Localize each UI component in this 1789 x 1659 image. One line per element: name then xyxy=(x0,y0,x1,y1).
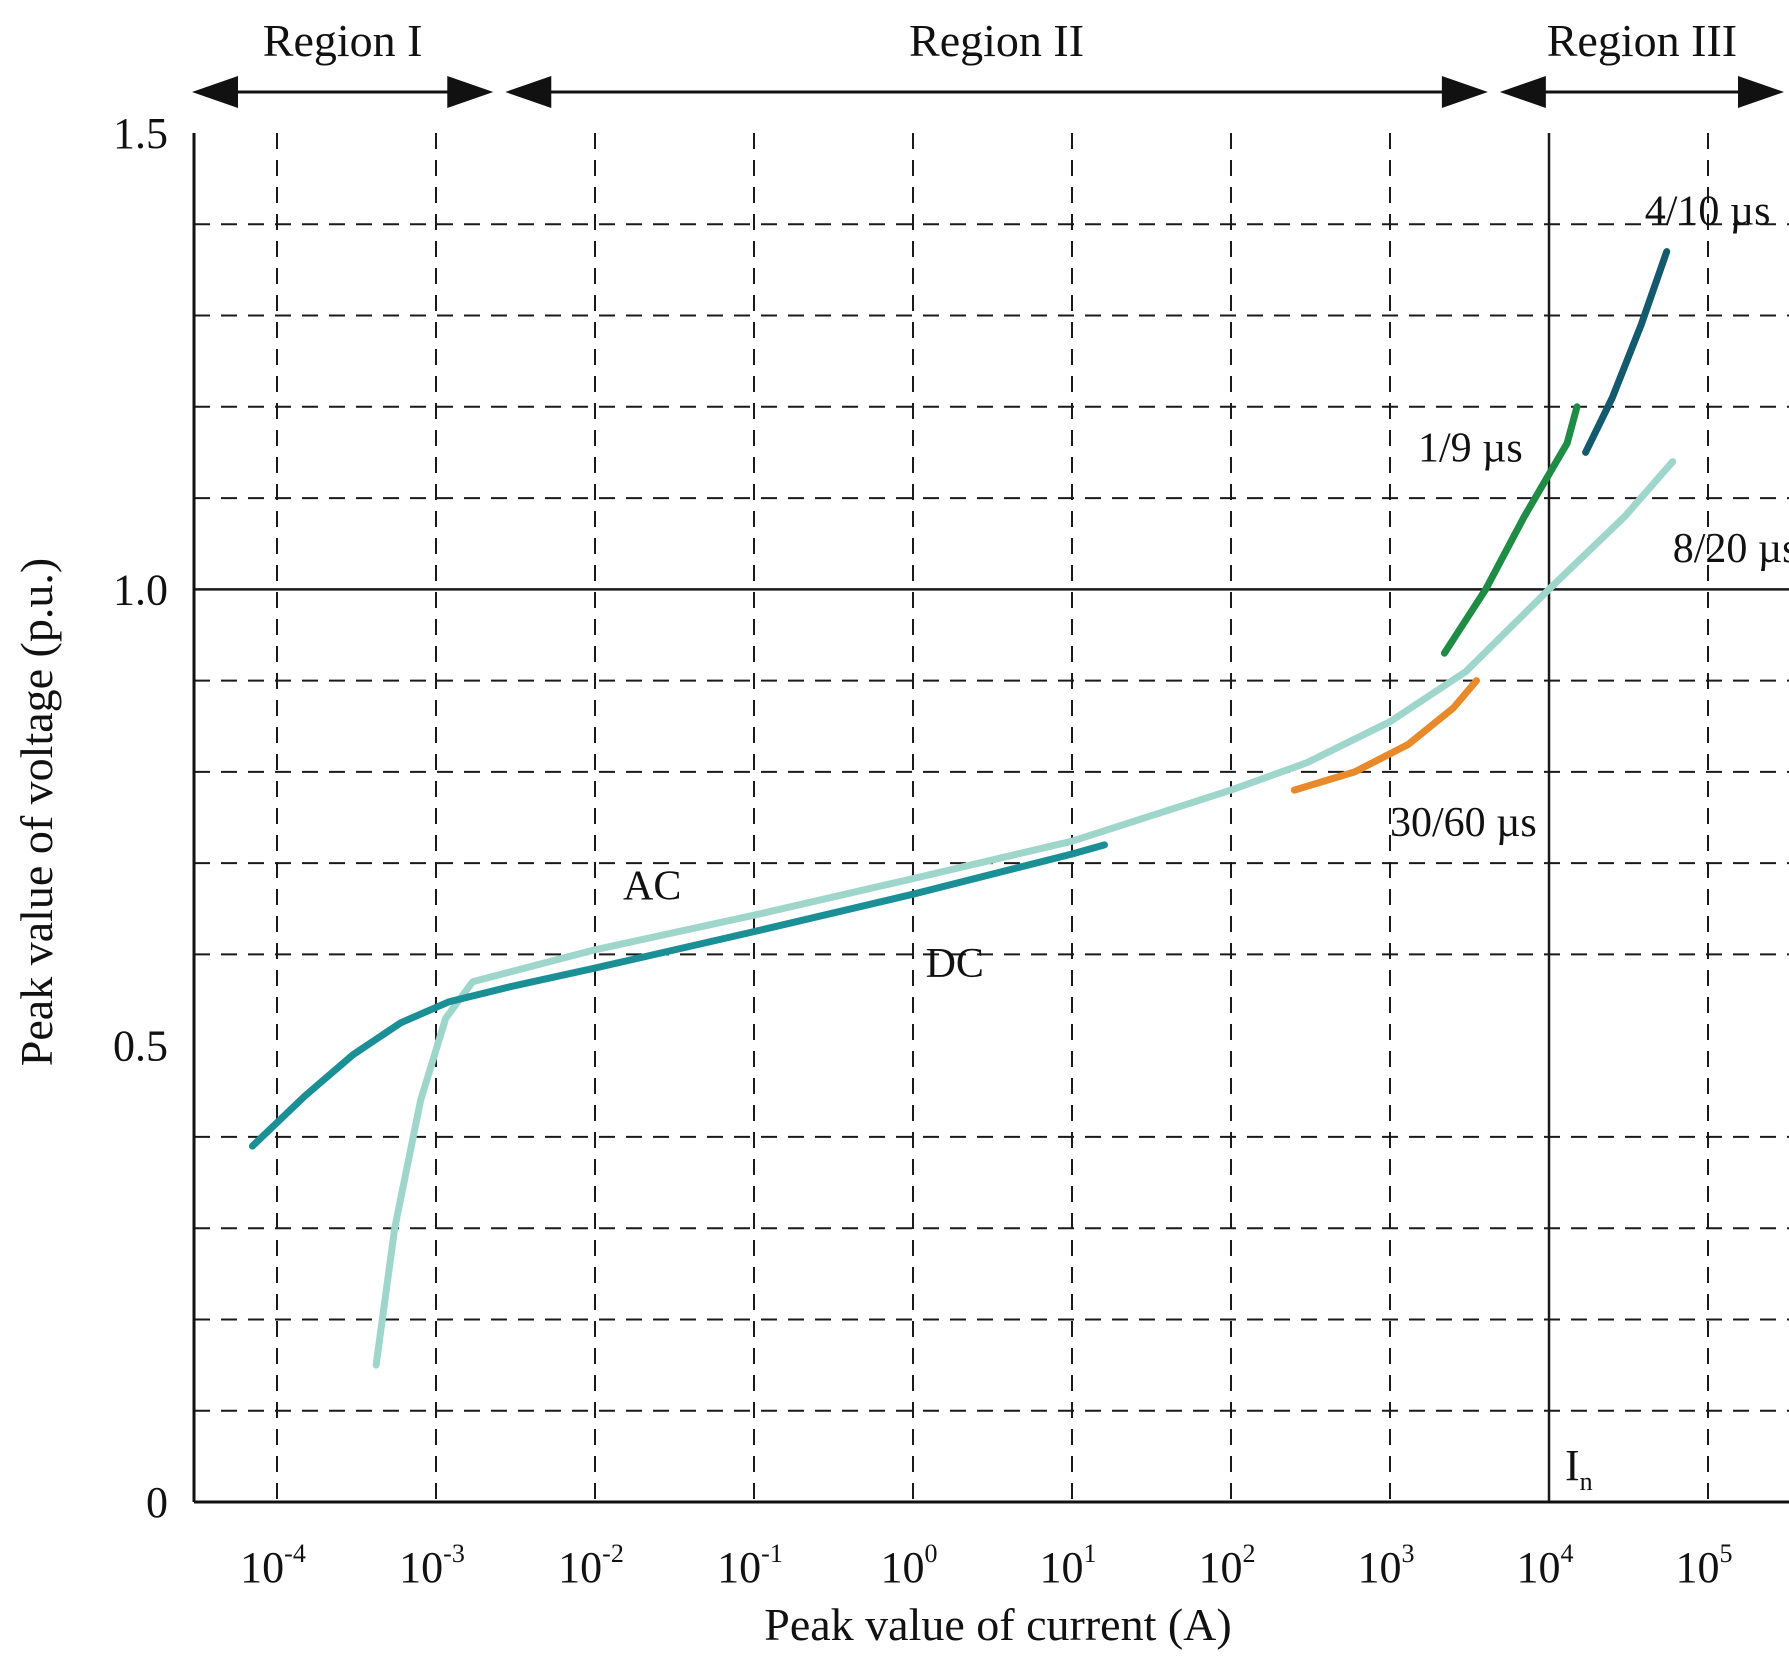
region-arrow-head-left xyxy=(192,76,238,108)
annotation-ac: AC xyxy=(623,864,681,910)
annotation-us-4-10: 4/10 µs xyxy=(1645,188,1771,234)
x-tick-label: 10-3 xyxy=(399,1539,465,1592)
region-arrow-head-right xyxy=(1738,76,1784,108)
x-tick-label: 10-4 xyxy=(240,1539,306,1592)
x-tick-label: 105 xyxy=(1676,1539,1733,1592)
series-us-1-9 xyxy=(1440,403,1581,657)
series-curves xyxy=(248,248,1677,1369)
curve-annotations: AC DC 1/9 µs 4/10 µs 8/20 µs 30/60 µs xyxy=(623,188,1789,987)
x-tick-label: 104 xyxy=(1517,1539,1574,1592)
y-tick-label: 1.5 xyxy=(113,109,168,158)
region-markers: Region I Region II Region III xyxy=(192,15,1784,108)
rated-current-label: In xyxy=(1565,1441,1593,1496)
region-label: Region II xyxy=(909,15,1084,66)
series-us-4-10 xyxy=(1582,248,1671,456)
region-label: Region III xyxy=(1547,15,1737,66)
region-label: Region I xyxy=(263,15,423,66)
x-tick-label: 101 xyxy=(1040,1539,1097,1592)
annotation-us-8-20: 8/20 µs xyxy=(1673,526,1789,572)
series-us-30-60 xyxy=(1290,677,1480,794)
region-arrow-head-right xyxy=(447,76,494,108)
x-axis-label: Peak value of current (A) xyxy=(764,1599,1231,1650)
x-tick-label: 10-1 xyxy=(717,1539,783,1592)
x-tick-label: 102 xyxy=(1199,1539,1256,1592)
series-ac xyxy=(372,458,1677,1369)
region-arrow-head-left xyxy=(505,76,552,108)
y-tick-label: 0 xyxy=(146,1478,168,1527)
reference-lines: In xyxy=(194,133,1789,1502)
annotation-us-1-9: 1/9 µs xyxy=(1418,426,1523,472)
axes xyxy=(192,133,1789,1504)
y-tick-label: 1.0 xyxy=(113,565,168,614)
y-axis-label: Peak value of voltage (p.u.) xyxy=(11,558,62,1066)
x-tick-label: 100 xyxy=(881,1539,938,1592)
annotation-dc: DC xyxy=(926,941,984,987)
region-arrow-head-right xyxy=(1441,76,1488,108)
x-tick-label: 103 xyxy=(1358,1539,1415,1592)
x-tick-label: 10-2 xyxy=(558,1539,624,1592)
y-tick-label: 0.5 xyxy=(113,1022,168,1071)
annotation-us-30-60: 30/60 µs xyxy=(1390,800,1537,846)
tick-labels: 10-4 10-3 10-2 10-1 100 101 102 103 104 105 0 0.5 1.… xyxy=(113,109,1733,1592)
region-arrow-head-left xyxy=(1499,76,1546,108)
series-dc xyxy=(248,841,1108,1150)
